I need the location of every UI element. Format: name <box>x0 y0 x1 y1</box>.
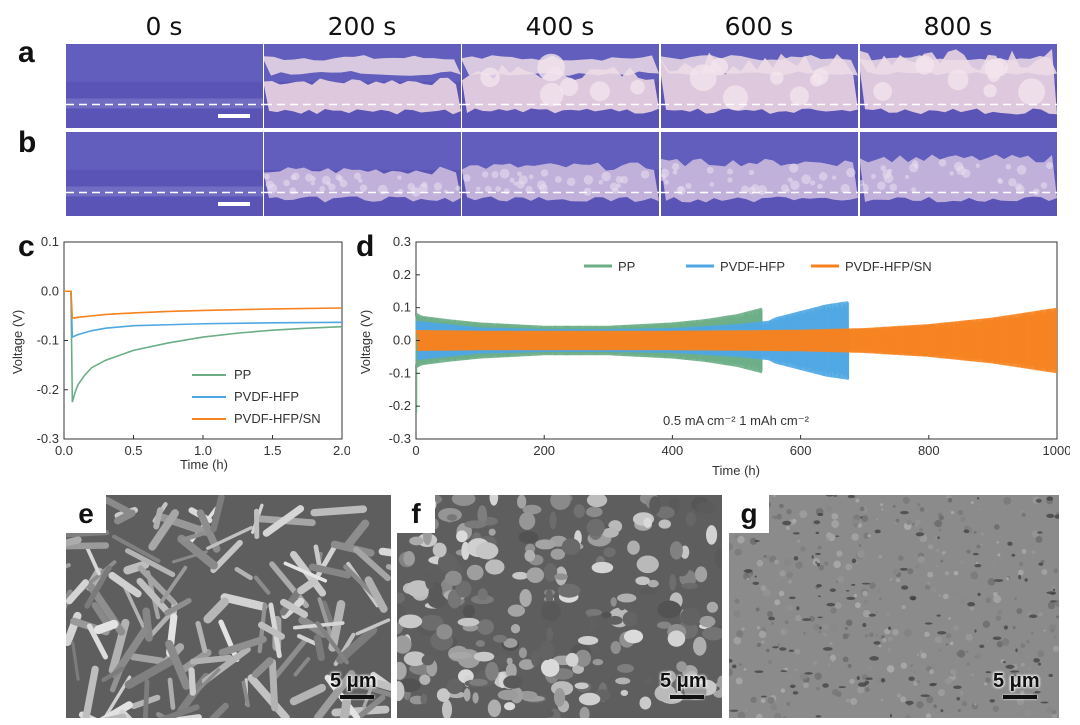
chart-c-line-1 <box>64 290 343 339</box>
sem-scale-label-e: 5 μm <box>330 670 377 692</box>
chart-c-line-0 <box>64 290 343 403</box>
chart-d-xtick-label: 800 <box>918 443 940 458</box>
chart-c-voltage-profile: 0.0 0.5 1.0 1.5 2.0 0.1 0.0 -0.1 -0.2 -0.3 Time (… <box>10 234 350 472</box>
micrograph-a-1 <box>264 44 461 128</box>
chart-d-xtick-label: 0 <box>412 443 419 458</box>
chart-c-legend-label-1: PVDF-HFP <box>234 389 299 404</box>
chart-d-ytick-label: -0.3 <box>389 431 411 446</box>
sem-scale-label-g: 5 μm <box>993 670 1040 692</box>
chart-d-ytick-label: 0.3 <box>393 234 411 249</box>
panel-label-b: b <box>18 126 37 159</box>
chart-c-ytick-label: 0.1 <box>41 234 59 249</box>
chart-c-lines <box>64 290 343 403</box>
chart-c-xtick-label: 0.0 <box>55 443 73 458</box>
micrograph-b-3 <box>661 132 858 216</box>
chart-d-xtick-label: 600 <box>790 443 812 458</box>
chart-c-line-2 <box>64 290 343 320</box>
chart-c-ylabel: Voltage (V) <box>10 310 25 374</box>
chart-c-frame <box>63 241 343 440</box>
chart-d-legend-label-0: PP <box>618 259 635 274</box>
chart-c-ytick-label: -0.1 <box>37 333 59 348</box>
chart-c-xtick-label: 0.5 <box>124 443 142 458</box>
sem-scale-bar-f <box>670 695 704 699</box>
sem-image-f <box>397 495 722 718</box>
panel-label-f: f <box>397 495 435 533</box>
chart-d-xtick-label: 200 <box>533 443 555 458</box>
panel-label-a: a <box>18 36 35 69</box>
chart-d-ticks: 0 200 400 600 800 1000 0.3 0.2 0.1 0.0 -0.1 -0.2 -0.… <box>389 234 1070 458</box>
panel-label-e: e <box>66 495 106 533</box>
chart-d-legend: PP PVDF-HFP PVDF-HFP/SN <box>584 259 932 274</box>
chart-d-legend-label-1: PVDF-HFP <box>720 259 785 274</box>
micrograph-b-4 <box>860 132 1057 216</box>
time-label-0: 0 s <box>145 12 183 41</box>
chart-d-ylabel: Voltage (V) <box>358 310 373 374</box>
chart-d-ytick-label: 0.1 <box>393 300 411 315</box>
sem-scale-label-f: 5 μm <box>660 670 707 692</box>
chart-d-legend-label-2: PVDF-HFP/SN <box>845 259 932 274</box>
panel-label-c: c <box>18 230 35 263</box>
chart-c-xtick-label: 2.0 <box>333 443 350 458</box>
chart-d-lines <box>415 301 1057 413</box>
chart-d-annotation: 0.5 mA cm⁻² 1 mAh cm⁻² <box>663 413 810 428</box>
micrograph-a-2 <box>462 44 659 128</box>
chart-c-legend-label-2: PVDF-HFP/SN <box>234 411 321 426</box>
chart-d-xtick-label: 1000 <box>1043 443 1070 458</box>
chart-c-xtick-label: 1.5 <box>263 443 281 458</box>
chart-d-xtick-label: 400 <box>662 443 684 458</box>
sem-image-e <box>66 495 391 718</box>
chart-c-ytick-label: -0.3 <box>37 431 59 446</box>
micrograph-b-2 <box>462 132 659 216</box>
chart-c-ytick-label: 0.0 <box>41 283 59 298</box>
chart-d-cycling-profile: 0 200 400 600 800 1000 0.3 0.2 0.1 0.0 -0.1 -0.2 -0.… <box>358 234 1070 478</box>
chart-d-xlabel: Time (h) <box>712 463 760 478</box>
time-label-2: 400 s <box>525 12 595 41</box>
time-label-4: 800 s <box>923 12 993 41</box>
micrograph-a-0 <box>66 44 263 128</box>
chart-d-ytick-label: -0.2 <box>389 398 411 413</box>
chart-c-ytick-label: -0.2 <box>37 382 59 397</box>
chart-d-ytick-label: -0.1 <box>389 365 411 380</box>
chart-c-xlabel: Time (h) <box>180 457 228 472</box>
time-label-3: 600 s <box>724 12 794 41</box>
chart-d-ytick-label: 0.2 <box>393 267 411 282</box>
micrograph-b-0 <box>66 132 263 216</box>
sem-scale-bar-g <box>1003 695 1037 699</box>
micrograph-a-4 <box>860 44 1057 128</box>
chart-c-legend-label-0: PP <box>234 367 251 382</box>
sem-image-g <box>729 495 1059 718</box>
chart-c-ticks: 0.0 0.5 1.0 1.5 2.0 0.1 0.0 -0.1 -0.2 -0.3 <box>37 234 350 458</box>
micrograph-a-3 <box>661 44 858 128</box>
panel-label-d: d <box>356 230 375 263</box>
chart-d-ytick-label: 0.0 <box>393 333 411 348</box>
chart-c-xtick-label: 1.0 <box>194 443 212 458</box>
sem-scale-bar-e <box>340 695 374 699</box>
micrograph-b-1 <box>264 132 461 216</box>
panel-label-g: g <box>729 495 769 533</box>
time-label-1: 200 s <box>327 12 397 41</box>
chart-c-legend: PP PVDF-HFP PVDF-HFP/SN <box>192 367 321 426</box>
